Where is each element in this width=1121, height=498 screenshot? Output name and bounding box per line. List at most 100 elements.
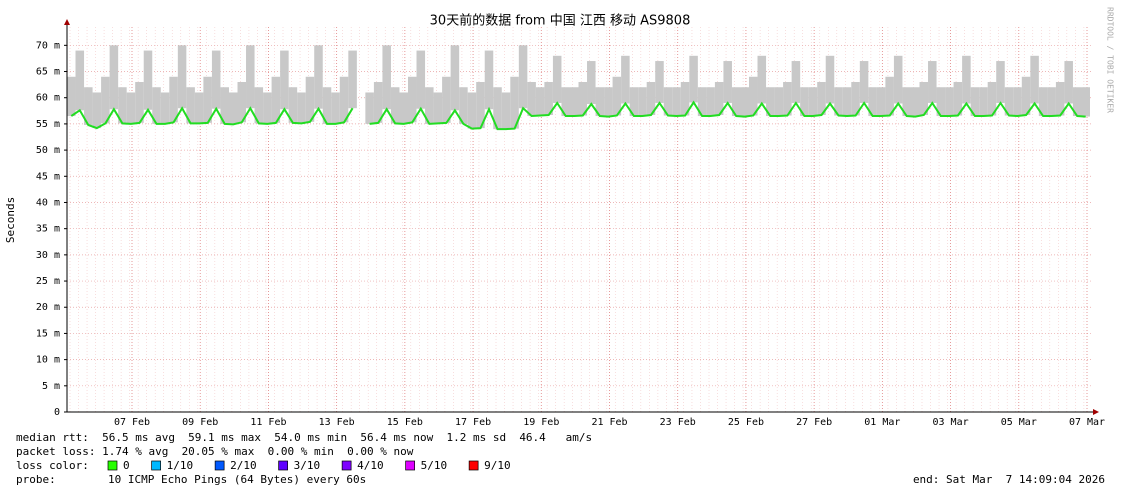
- smoke: [970, 87, 980, 117]
- probe-label: probe:: [16, 473, 56, 486]
- smoke: [936, 87, 946, 117]
- chart-title: 30天前的数据 from 中国 江西 移动 AS9808: [430, 13, 691, 29]
- smoke: [587, 61, 596, 104]
- smoke: [689, 55, 698, 103]
- smoke: [67, 76, 76, 117]
- smoke: [280, 50, 289, 110]
- smoke: [211, 50, 221, 109]
- smoke: [92, 92, 102, 129]
- smoke: [382, 45, 391, 110]
- smoke: [220, 87, 229, 124]
- watermark: RRDTOOL / TOBI OETIKER: [1106, 7, 1115, 113]
- stats-line: median rtt: 56.5 ms avg 59.1 ms max 54.0…: [16, 431, 592, 444]
- grid: [69, 27, 1085, 412]
- smoke: [228, 92, 238, 125]
- x-tick-label: 01 Mar: [864, 417, 900, 428]
- smoke: [655, 61, 664, 103]
- smoke: [527, 82, 536, 117]
- smoke: [774, 87, 784, 117]
- smoke: [314, 45, 323, 109]
- smoke: [723, 61, 732, 103]
- y-tick-label: 5 m: [42, 381, 60, 392]
- smoke: [288, 87, 298, 123]
- smoke: [339, 76, 349, 123]
- loss-label: loss color:: [16, 459, 89, 472]
- loss-item: 4/10: [357, 459, 384, 472]
- smoke: [160, 92, 170, 124]
- smoke: [493, 87, 502, 130]
- loss-item: 0: [123, 459, 130, 472]
- smoke: [885, 76, 894, 116]
- x-tick-label: 05 Mar: [1001, 417, 1037, 428]
- smoke: [604, 87, 613, 117]
- x-tick-label: 19 Feb: [523, 417, 559, 428]
- smoke: [680, 82, 690, 116]
- x-tick-label: 09 Feb: [182, 417, 218, 428]
- smoke: [535, 87, 545, 116]
- smoke: [1047, 87, 1056, 117]
- y-tick-label: 35 m: [36, 224, 60, 235]
- smoke: [953, 82, 963, 116]
- x-tick-label: 25 Feb: [728, 417, 764, 428]
- smoke: [561, 87, 570, 117]
- smoke: [1081, 87, 1090, 117]
- smoke: [569, 87, 579, 117]
- smoke: [987, 82, 997, 116]
- loss-swatch: [278, 460, 288, 471]
- x-tick-label: 11 Feb: [250, 417, 286, 428]
- smoke: [638, 87, 647, 117]
- smoke: [459, 87, 468, 124]
- smoke: [484, 50, 494, 110]
- smoke: [254, 87, 264, 124]
- smoke: [246, 45, 255, 109]
- smoke: [817, 82, 826, 115]
- loss-item: 1/10: [167, 459, 194, 472]
- smoke: [425, 87, 434, 124]
- smoke: [595, 87, 605, 117]
- loss-swatch: [468, 460, 479, 471]
- smoke: [876, 87, 886, 117]
- y-tick-label: 65 m: [36, 67, 60, 78]
- smoke: [75, 50, 85, 111]
- loss-item: 5/10: [421, 459, 448, 472]
- x-tick-label: 27 Feb: [796, 417, 832, 428]
- smoke: [910, 87, 920, 117]
- x-tick-label: 03 Mar: [933, 417, 969, 428]
- smoke: [442, 76, 451, 123]
- y-tick-label: 55 m: [36, 119, 60, 130]
- smoke: [186, 87, 195, 124]
- y-tick-label: 20 m: [36, 302, 60, 313]
- smoke: [194, 92, 204, 124]
- smoke: [902, 87, 911, 117]
- probe: 10 ICMP Echo Pings (64 Bytes) every 60s: [108, 473, 366, 486]
- smoke: [1030, 55, 1039, 104]
- smoke: [152, 87, 161, 124]
- smoke: [808, 87, 818, 117]
- smoke: [271, 76, 281, 123]
- smoke: [996, 61, 1005, 103]
- smoke: [331, 92, 340, 124]
- smoke: [118, 87, 127, 124]
- smoke: [365, 92, 374, 124]
- smoke: [766, 87, 775, 117]
- arrow: [64, 19, 70, 25]
- smoke: [510, 76, 519, 129]
- smoke: [1055, 82, 1065, 116]
- smoke: [544, 82, 553, 115]
- smoke: [101, 76, 110, 124]
- smoke: [1064, 61, 1073, 104]
- smoke: [621, 55, 630, 104]
- smoke: [408, 76, 417, 123]
- smoke: [203, 76, 212, 123]
- smoke: [868, 87, 877, 117]
- y-tick-label: 60 m: [36, 93, 60, 104]
- smoke: [433, 92, 443, 124]
- smoke: [629, 87, 639, 117]
- x-tick-label: 13 Feb: [319, 417, 355, 428]
- smoke: [783, 82, 792, 116]
- smoke: [791, 61, 801, 103]
- loss-item: 2/10: [230, 459, 257, 472]
- y-tick-label: 10 m: [36, 355, 60, 366]
- smoke: [834, 87, 843, 116]
- smoke: [740, 87, 749, 117]
